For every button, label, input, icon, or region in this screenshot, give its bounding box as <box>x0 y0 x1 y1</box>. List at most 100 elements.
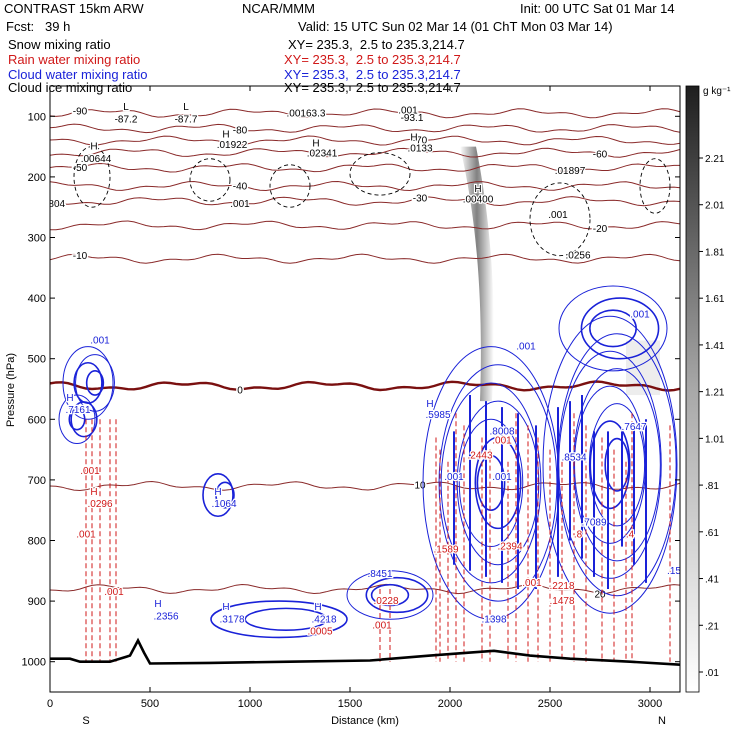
x-tick-label: 1500 <box>338 698 362 710</box>
x-end-label-north: N <box>658 715 666 727</box>
y-axis-label: Pressure (hPa) <box>5 353 17 427</box>
annotation-layer: L-87.2L-87.7.00163.3.001-93.1H.00644H.01… <box>43 101 680 639</box>
cloud-contour <box>244 607 328 631</box>
y-tick-label: 100 <box>28 111 46 123</box>
snow-annotation: .0256 <box>565 251 590 262</box>
cloud-annotation: .001 <box>492 472 512 483</box>
rain-annotation: .0296 <box>87 499 112 510</box>
snow-annotation: L <box>123 102 129 113</box>
y-tick-label: 1000 <box>22 657 46 669</box>
cloud-annotation: .7161 <box>65 405 90 416</box>
cloud-annotation: .7647 <box>621 422 646 433</box>
colorbar-unit: g kg⁻¹ <box>703 86 731 97</box>
isotherm-line <box>50 196 680 207</box>
snow-annotation: .00163.3 <box>287 108 326 119</box>
cloud-contour <box>573 368 661 562</box>
rain-annotation: .001 <box>76 529 96 540</box>
snow-annotation: L <box>183 102 189 113</box>
cloud-contour <box>558 285 668 372</box>
snow-annotation: .001 <box>230 199 250 210</box>
cloud-contour <box>474 436 522 530</box>
isotherm-label: -60 <box>593 150 608 161</box>
isotherm-label: -30 <box>413 194 428 205</box>
snow-annotation: H <box>312 139 319 150</box>
colorbar-tick-label: .01 <box>705 668 719 679</box>
plot-frame <box>49 85 681 693</box>
snow-annotation: H <box>222 130 229 141</box>
x-end-label-south: S <box>82 715 89 727</box>
cloud-contour <box>365 576 429 614</box>
cloud-contour <box>85 370 105 396</box>
isotherm-label: -80 <box>233 125 248 136</box>
x-axis-label: Distance (km) <box>331 715 399 727</box>
isotherm-line <box>50 180 680 192</box>
field-label-rain: Rain water mixing ratio <box>8 52 141 67</box>
isotherm-line <box>50 162 680 173</box>
cloud-contour <box>458 418 524 548</box>
ice-contour <box>73 146 111 208</box>
y-tick-label: 600 <box>28 414 46 426</box>
cloud-annotation: .2356 <box>153 611 178 622</box>
cloud-annotation: .001 <box>630 309 650 320</box>
colorbar-ticks: .01 .21 .41 .61 .81 1.01 1.21 1.41 1.61 1.81 2.01 2… <box>699 154 725 679</box>
cloud-contour <box>58 394 96 445</box>
cloud-annotation: .001 <box>90 336 110 347</box>
isotherm-label: -10 <box>73 251 88 262</box>
rain-annotation: .001 <box>80 466 100 477</box>
colorbar-tick-label: .61 <box>705 528 719 539</box>
isotherm-line <box>50 380 680 392</box>
cloud-contour <box>62 346 114 420</box>
ice-contour <box>529 182 591 257</box>
cloud-contour <box>70 401 98 438</box>
snow-annotation: H <box>90 142 97 153</box>
colorbar-tick-label: 1.21 <box>705 388 725 399</box>
cloud-contour <box>210 600 348 639</box>
y-tick-label: 400 <box>28 293 46 305</box>
cloud-annotation: .5985 <box>425 410 450 421</box>
cloud-annotation: .4218 <box>311 614 336 625</box>
colorbar-tick-label: .21 <box>705 621 719 632</box>
snow-annotation: H <box>474 184 481 195</box>
cloud-annotation: .8451 <box>367 569 392 580</box>
rain-annotation: .2218 <box>549 581 574 592</box>
snow-annotation: .0133 <box>407 143 432 154</box>
ice-contour <box>189 158 231 202</box>
rain-annotation: .8 <box>574 529 583 540</box>
rain-annotation: .4 <box>626 529 635 540</box>
cloud-annotation: .001 <box>444 472 464 483</box>
xy-line-snow: XY= 235.3, 2.5 to 235.3,214.7 <box>288 37 465 52</box>
y-tick-label: 500 <box>28 354 46 366</box>
snow-annotation: -87.7 <box>175 114 198 125</box>
snow-annotation: 9804 <box>43 199 66 210</box>
cloud-contour <box>476 454 506 512</box>
x-axis: 0 500 1000 1500 2000 2500 3000 <box>47 86 662 710</box>
isotherm-line <box>50 220 680 231</box>
cloud-annotation: .7089 <box>581 517 606 528</box>
snow-annotation: .01922 <box>217 140 248 151</box>
cloud-annotation: .001 <box>516 342 536 353</box>
x-tick-label: 0 <box>47 698 53 710</box>
colorbar-tick-label: 1.41 <box>705 341 725 352</box>
cloud-contour <box>589 309 637 348</box>
isotherm-label: 10 <box>414 481 426 492</box>
colorbar-tick-label: 1.81 <box>705 247 725 258</box>
isotherm-line <box>50 253 680 264</box>
cloud-contour <box>202 473 234 518</box>
cloud-annotation: .8534 <box>561 453 586 464</box>
snow-annotation: -93.1 <box>401 113 424 124</box>
isotherm-line <box>50 135 680 146</box>
isotherm-label: -90 <box>73 107 88 118</box>
snow-shading <box>460 146 660 402</box>
snow-annotation: .00400 <box>463 194 494 205</box>
cloud-contour <box>604 437 630 492</box>
cloud-contour <box>73 361 103 404</box>
rain-annotation: .001 <box>492 436 512 447</box>
isotherm-label: -40 <box>233 182 248 193</box>
cloud-contour <box>542 315 678 614</box>
field-label-cloud: Cloud water mixing ratio <box>8 67 148 82</box>
cloud-annotation: .1064 <box>211 499 236 510</box>
cloud-contour <box>589 420 631 510</box>
rain-water-contours <box>85 413 671 662</box>
snow-annotation: .02341 <box>307 148 338 159</box>
